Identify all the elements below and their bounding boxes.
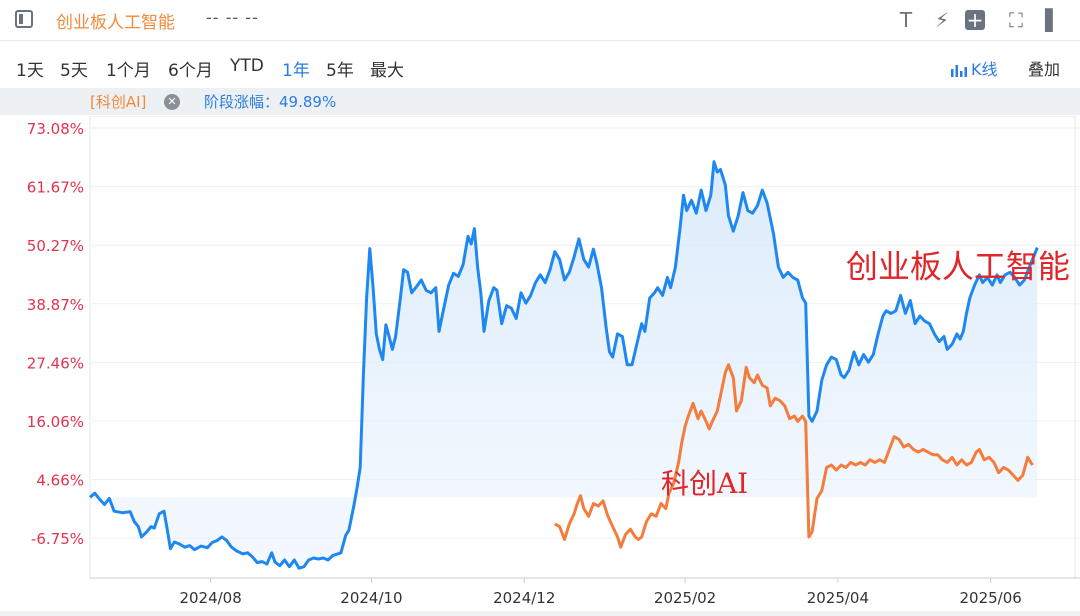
y-tick-label: 73.08% bbox=[27, 120, 84, 138]
x-tick-label: 2025/02 bbox=[654, 589, 716, 607]
top-bar: 创业板人工智能 -- -- -- T ⚡ + ⛶ ▌ bbox=[0, 0, 1080, 41]
x-tick-label: 2024/08 bbox=[179, 589, 241, 607]
x-tick-label: 2024/12 bbox=[493, 589, 555, 607]
tab-7[interactable]: 最大 bbox=[370, 61, 404, 81]
overlay-button[interactable]: 叠加 bbox=[1028, 60, 1061, 79]
kline-label: K线 bbox=[971, 60, 998, 79]
bar-chart-icon bbox=[951, 65, 967, 77]
remove-compare-icon[interactable]: ✕ bbox=[164, 94, 180, 110]
y-tick-label: 50.27% bbox=[27, 237, 84, 255]
text-tool-icon[interactable]: T bbox=[899, 8, 913, 32]
x-tick-label: 2024/10 bbox=[340, 589, 402, 607]
x-tick-label: 2025/06 bbox=[960, 589, 1022, 607]
period-change: 阶段涨幅：49.89% bbox=[204, 93, 337, 111]
bottom-border bbox=[0, 611, 1080, 616]
index-title: 创业板人工智能 bbox=[56, 13, 175, 33]
x-tick-label: 2025/04 bbox=[807, 589, 869, 607]
lightning-icon[interactable]: ⚡ bbox=[934, 8, 950, 32]
plus-box-icon[interactable]: + bbox=[965, 8, 985, 32]
y-tick-label: 38.87% bbox=[27, 296, 84, 314]
compare-series-name: [科创AI] bbox=[90, 93, 147, 111]
fullscreen-icon[interactable]: ⛶ bbox=[1009, 8, 1023, 32]
y-tick-label: 16.06% bbox=[27, 413, 84, 431]
y-tick-label: 27.46% bbox=[27, 354, 84, 372]
range-tabs: 1天 5天 1个月 6个月 YTD 1年 5年 最大 K线 叠加 bbox=[0, 46, 1080, 86]
legend-bar: [科创AI] ✕ 阶段涨幅：49.89% bbox=[0, 88, 1080, 115]
main-series-area bbox=[90, 161, 1038, 569]
tab-5[interactable]: 1年 bbox=[282, 61, 310, 81]
panel-toggle-icon[interactable]: ▌ bbox=[1045, 8, 1061, 32]
annotation-0: 创业板人工智能 bbox=[846, 247, 1070, 285]
compare-series-line bbox=[554, 363, 1034, 549]
annotation-1: 科创AI bbox=[661, 467, 748, 500]
tab-6[interactable]: 5年 bbox=[326, 61, 354, 81]
tab-0[interactable]: 1天 bbox=[16, 61, 44, 81]
tab-4[interactable]: YTD bbox=[230, 56, 264, 76]
tab-2[interactable]: 1个月 bbox=[106, 61, 151, 81]
price-placeholder: -- -- -- bbox=[206, 8, 259, 27]
y-tick-label: 4.66% bbox=[36, 472, 84, 490]
kline-button[interactable]: K线 bbox=[950, 56, 998, 80]
tab-1[interactable]: 5天 bbox=[60, 61, 88, 81]
line-chart: 73.08% 61.67% 50.27% 38.87% 27.46% 16.06% 4.66… bbox=[27, 116, 1080, 607]
sidebar-toggle-icon[interactable] bbox=[15, 10, 33, 28]
tab-3[interactable]: 6个月 bbox=[168, 61, 213, 81]
y-tick-label: -6.75% bbox=[31, 530, 84, 548]
y-tick-label: 61.67% bbox=[27, 179, 84, 197]
main-series-line bbox=[89, 160, 1039, 570]
